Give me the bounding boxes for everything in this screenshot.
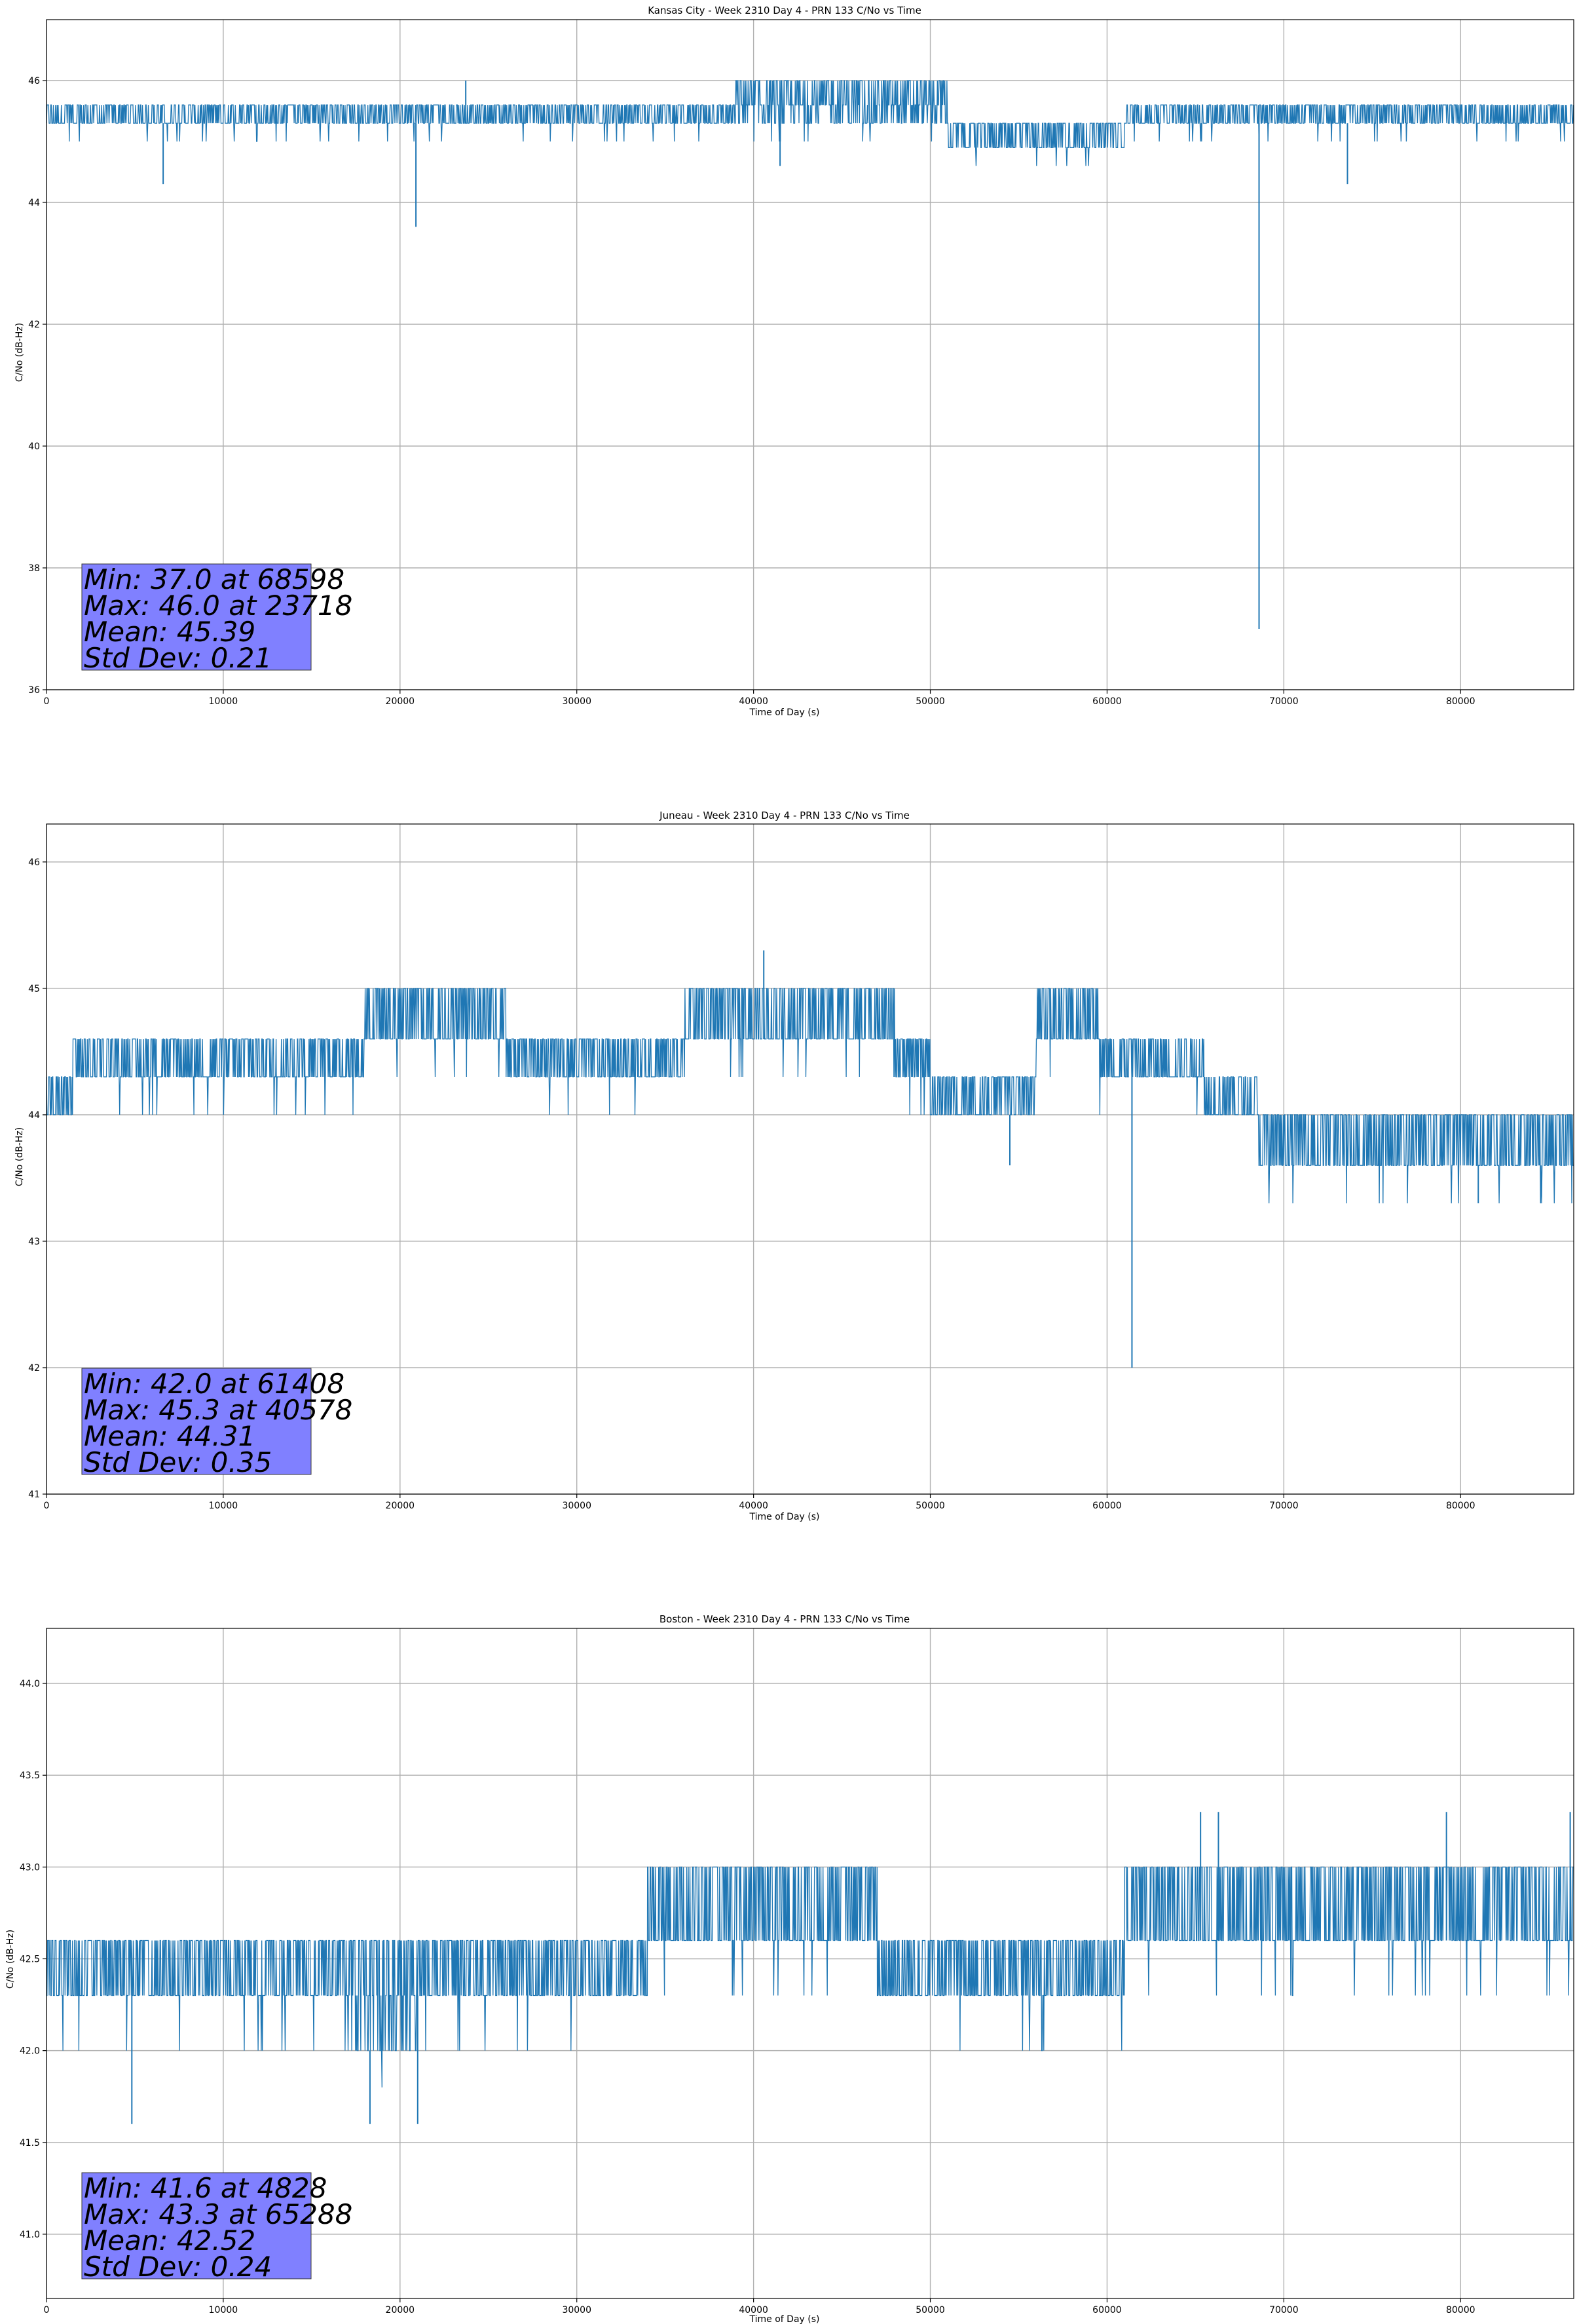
chart-title: Kansas City - Week 2310 Day 4 - PRN 133 … bbox=[648, 5, 921, 16]
subplot-boston: Boston - Week 2310 Day 4 - PRN 133 C/No … bbox=[5, 1613, 1574, 2324]
x-tick-label: 50000 bbox=[916, 696, 945, 707]
y-tick-label: 40 bbox=[28, 441, 40, 452]
y-tick-label: 46 bbox=[28, 76, 40, 86]
x-tick-label: 10000 bbox=[209, 2305, 238, 2315]
x-tick-label: 80000 bbox=[1446, 1501, 1475, 1511]
y-tick-label: 46 bbox=[28, 857, 40, 868]
stats-line: Min: 42.0 at 61408 bbox=[84, 1368, 344, 1400]
x-tick-label: 70000 bbox=[1269, 696, 1299, 707]
y-tick-label: 43 bbox=[28, 1237, 40, 1247]
x-tick-label: 80000 bbox=[1446, 696, 1475, 707]
y-tick-label: 42 bbox=[28, 1363, 40, 1374]
stats-line: Std Dev: 0.24 bbox=[84, 2251, 272, 2283]
stats-line: Mean: 42.52 bbox=[84, 2224, 255, 2257]
y-tick-label: 41 bbox=[28, 1490, 40, 1500]
y-axis-label: C/No (dB-Hz) bbox=[14, 1127, 25, 1186]
x-axis-label: Time of Day (s) bbox=[749, 1512, 820, 1522]
data-series bbox=[46, 1812, 1574, 2124]
series-line bbox=[46, 1866, 1574, 2088]
y-tick-label: 36 bbox=[28, 685, 40, 696]
subplot-juneau: Juneau - Week 2310 Day 4 - PRN 133 C/No … bbox=[14, 810, 1574, 1522]
y-tick-label: 44.0 bbox=[20, 1679, 40, 1689]
plot-frame bbox=[46, 823, 1574, 1495]
stats-line: Max: 45.3 at 40578 bbox=[84, 1394, 352, 1426]
x-tick-label: 60000 bbox=[1092, 696, 1122, 707]
y-tick-label: 42 bbox=[28, 320, 40, 330]
series-line bbox=[46, 80, 1574, 166]
data-series bbox=[46, 80, 1574, 629]
y-tick-label: 44 bbox=[28, 198, 40, 208]
x-tick-label: 0 bbox=[44, 1501, 50, 1511]
stats-line: Min: 37.0 at 68598 bbox=[84, 563, 344, 595]
chart-title: Juneau - Week 2310 Day 4 - PRN 133 C/No … bbox=[659, 810, 910, 821]
x-tick-label: 80000 bbox=[1446, 2305, 1475, 2315]
x-tick-label: 30000 bbox=[562, 1501, 591, 1511]
y-axis-label: C/No (dB-Hz) bbox=[5, 1930, 16, 1989]
x-tick-label: 0 bbox=[44, 696, 50, 707]
stats-box bbox=[81, 1368, 312, 1475]
chart-title: Boston - Week 2310 Day 4 - PRN 133 C/No … bbox=[659, 1613, 910, 1625]
series-line bbox=[46, 988, 1574, 1204]
x-tick-label: 0 bbox=[44, 2305, 50, 2315]
subplot-kansas-city: Kansas City - Week 2310 Day 4 - PRN 133 … bbox=[14, 5, 1574, 718]
stats-box bbox=[81, 563, 312, 671]
x-tick-label: 60000 bbox=[1092, 1501, 1122, 1511]
y-tick-label: 42.0 bbox=[20, 2046, 40, 2057]
x-tick-label: 10000 bbox=[209, 1501, 238, 1511]
x-tick-label: 20000 bbox=[386, 2305, 415, 2315]
y-axis-label: C/No (dB-Hz) bbox=[14, 323, 25, 382]
y-tick-label: 38 bbox=[28, 563, 40, 574]
y-tick-label: 43.0 bbox=[20, 1862, 40, 1873]
x-tick-label: 20000 bbox=[386, 696, 415, 707]
x-axis-label: Time of Day (s) bbox=[749, 707, 820, 718]
x-tick-label: 10000 bbox=[209, 696, 238, 707]
x-tick-label: 50000 bbox=[916, 1501, 945, 1511]
data-series bbox=[46, 950, 1574, 1368]
x-tick-label: 40000 bbox=[739, 696, 768, 707]
x-tick-label: 70000 bbox=[1269, 2305, 1299, 2315]
stats-line: Mean: 44.31 bbox=[84, 1420, 255, 1452]
x-tick-label: 50000 bbox=[916, 2305, 945, 2315]
y-tick-label: 44 bbox=[28, 1110, 40, 1121]
y-tick-label: 41.0 bbox=[20, 2230, 40, 2240]
x-tick-label: 20000 bbox=[386, 1501, 415, 1511]
y-tick-label: 41.5 bbox=[20, 2138, 40, 2148]
x-tick-label: 70000 bbox=[1269, 1501, 1299, 1511]
stats-line: Std Dev: 0.21 bbox=[84, 642, 272, 674]
stats-box bbox=[81, 2172, 312, 2279]
stats-line: Mean: 45.39 bbox=[84, 616, 255, 648]
x-tick-label: 60000 bbox=[1092, 2305, 1122, 2315]
y-tick-label: 43.5 bbox=[20, 1771, 40, 1781]
stats-line: Max: 43.3 at 65288 bbox=[84, 2198, 352, 2230]
y-tick-label: 45 bbox=[28, 984, 40, 994]
x-tick-label: 30000 bbox=[562, 2305, 591, 2315]
x-tick-label: 30000 bbox=[562, 696, 591, 707]
stats-line: Max: 46.0 at 23718 bbox=[84, 590, 352, 622]
x-axis-label: Time of Day (s) bbox=[749, 2314, 820, 2324]
stats-line: Min: 41.6 at 4828 bbox=[84, 2172, 327, 2204]
plot-frame bbox=[46, 1628, 1574, 2299]
plot-frame bbox=[46, 19, 1574, 690]
x-tick-label: 40000 bbox=[739, 1501, 768, 1511]
stats-line: Std Dev: 0.35 bbox=[84, 1446, 272, 1478]
y-tick-label: 42.5 bbox=[20, 1954, 40, 1964]
x-tick-label: 40000 bbox=[739, 2305, 768, 2315]
